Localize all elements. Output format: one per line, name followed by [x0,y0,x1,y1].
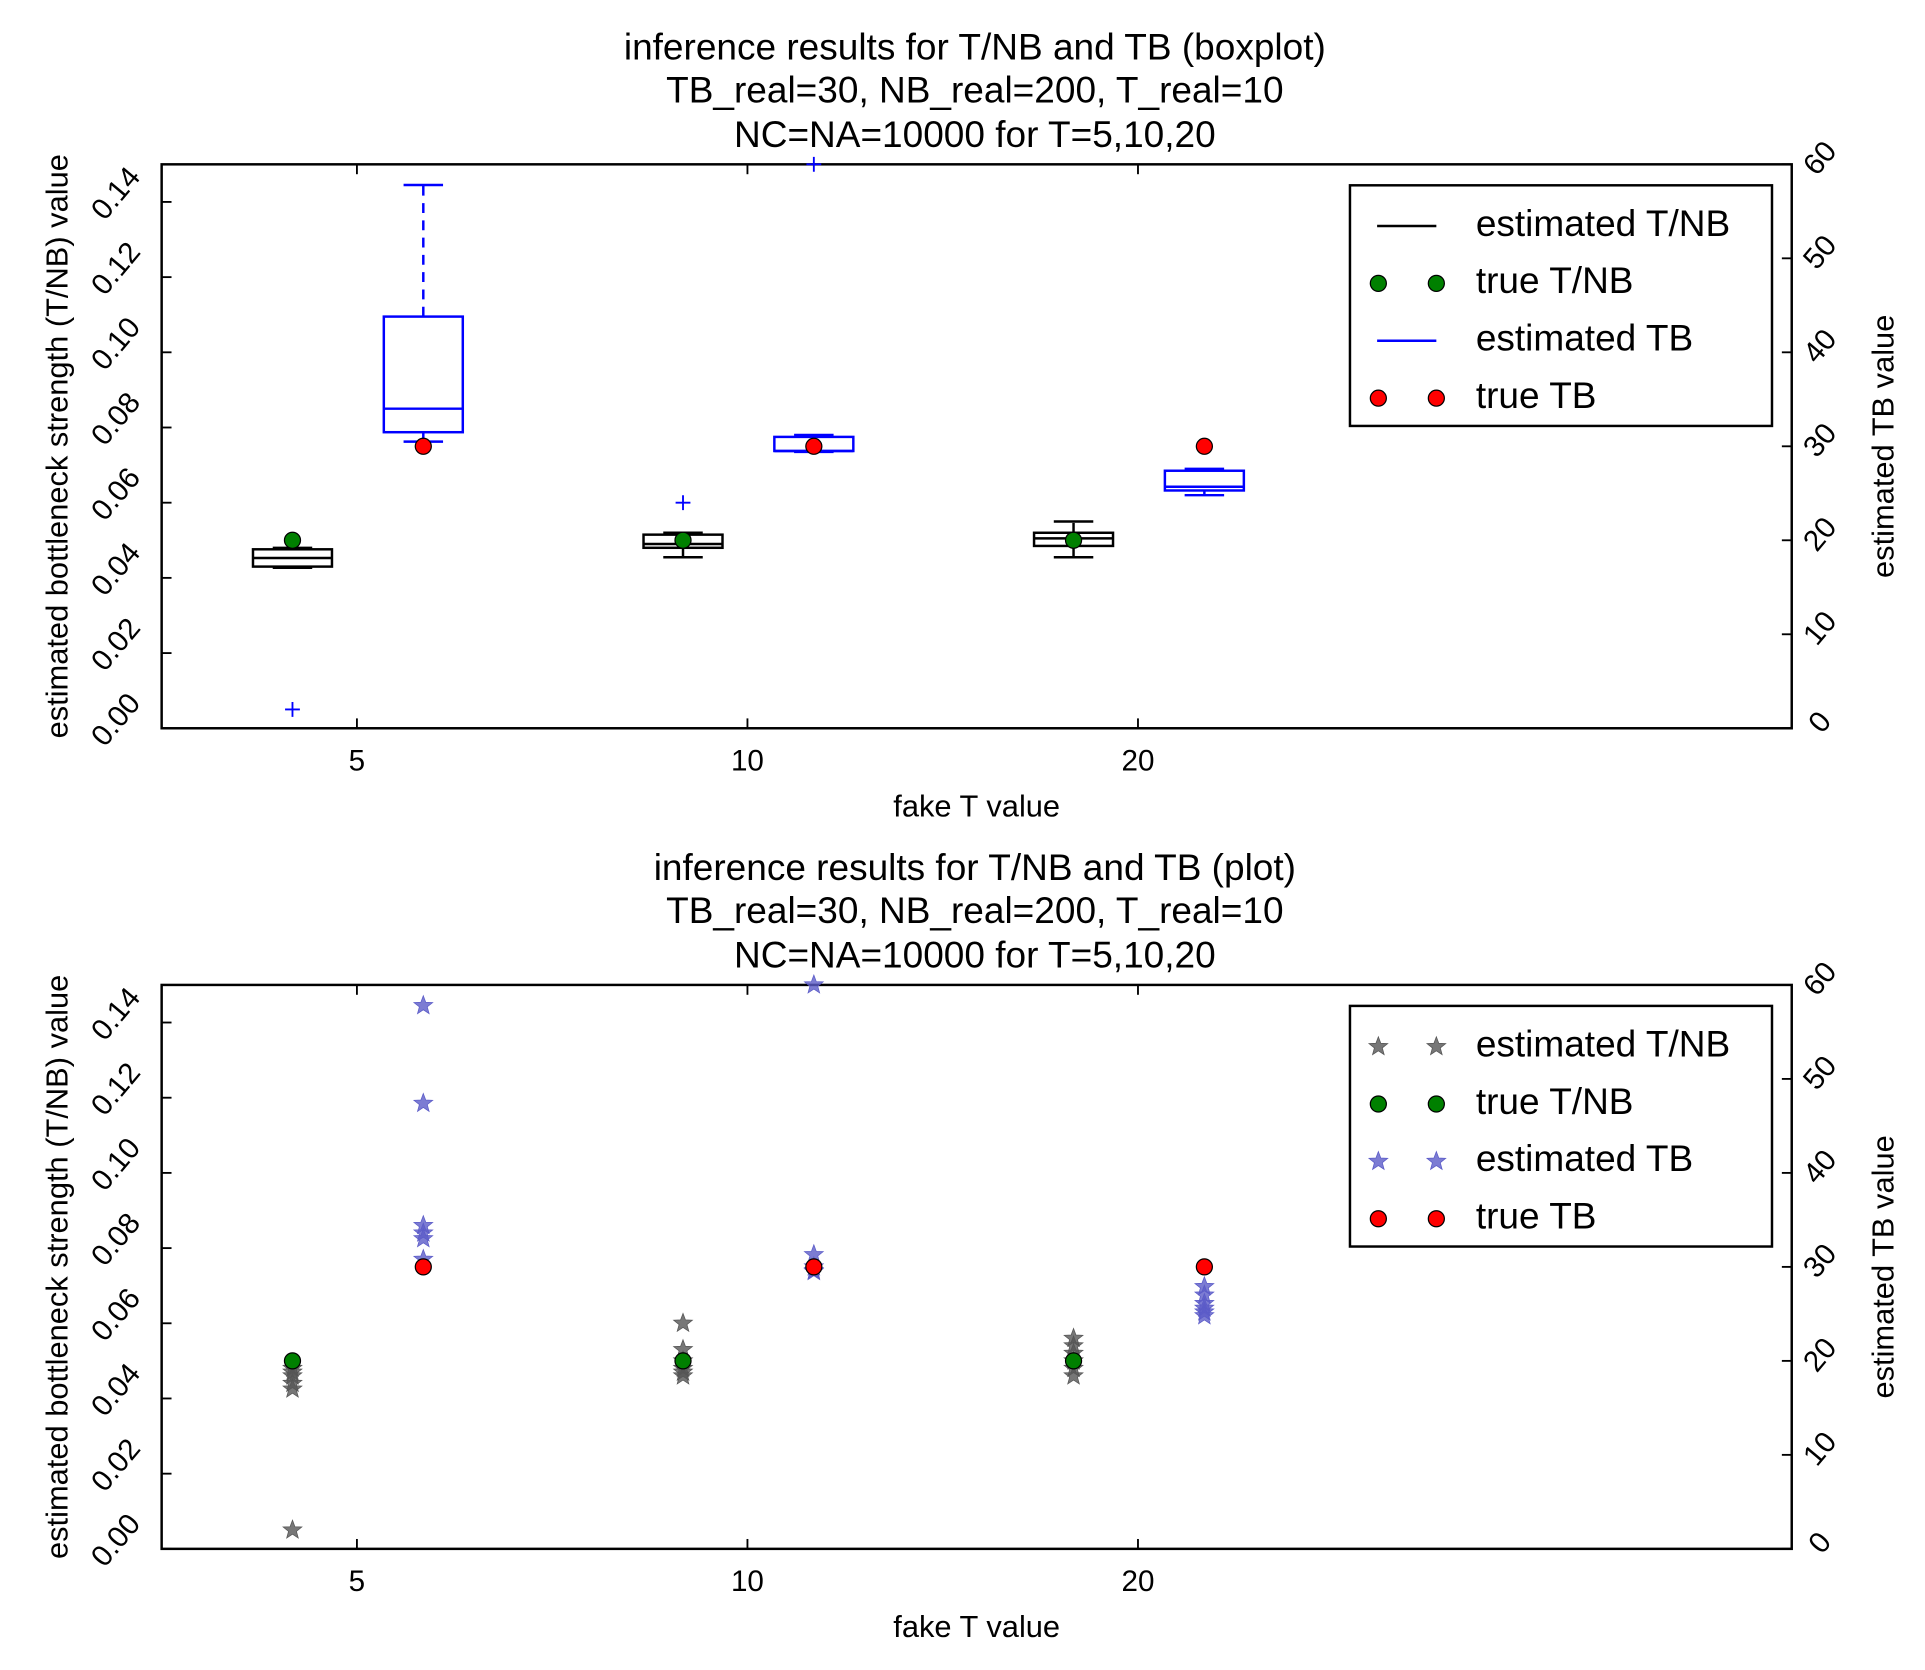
y2-axis-label: estimated TB value [1866,1135,1901,1398]
box [382,315,465,434]
star-marker [803,973,825,994]
chart-title: inference results for T/NB and TB (boxpl… [624,25,1326,67]
legend-marker [1369,1095,1387,1113]
legend-marker [1425,1150,1447,1171]
y-tick-label: 0.02 [85,612,147,677]
legend-label: estimated TB [1476,1137,1693,1179]
star-marker [412,1092,434,1113]
y2-tick-label: 10 [1797,605,1843,651]
y2-tick-label: 20 [1797,511,1843,557]
y2-tick-label: 0 [1802,1526,1838,1560]
star-marker [412,1227,434,1248]
y-tick-label: 0.10 [85,1132,147,1197]
legend-box [1348,1004,1774,1248]
y-tick-label: 0.02 [85,1433,147,1498]
star-marker [412,994,434,1015]
x-axis-label: fake T value [893,1609,1060,1644]
y-tick-label: 0.14 [85,161,147,226]
y2-tick-label: 60 [1797,956,1843,1002]
y-tick-label: 0.06 [85,462,147,527]
y-tick-label: 0.04 [85,1357,147,1422]
x-tick-label: 5 [349,1565,365,1598]
y-tick-label: 0.00 [85,1508,147,1573]
circle-marker [1064,1352,1083,1370]
y-axis-label: estimated bottleneck strength (T/NB) val… [39,975,74,1559]
y-tick-label: 0.12 [85,236,147,301]
flier [285,702,300,717]
legend-label: true TB [1476,1195,1597,1237]
chart-subtitle: NC=NA=10000 for T=5,10,20 [734,934,1216,976]
legend-marker [1369,274,1387,293]
x-tick-label: 20 [1122,745,1155,778]
y2-tick-label: 40 [1797,1144,1843,1190]
legend-marker [1427,1210,1445,1228]
star-marker [1063,1364,1084,1385]
flier [675,495,691,511]
circle-marker [283,1352,302,1370]
x-tick-label: 10 [731,745,764,778]
y2-tick-label: 10 [1797,1426,1843,1472]
star-marker [672,1364,694,1385]
y2-tick-label: 40 [1797,323,1843,369]
legend-label: true T/NB [1476,1080,1634,1122]
y-tick-label: 0.08 [85,1207,147,1272]
legend-label: estimated T/NB [1476,1022,1730,1064]
chart-subtitle: TB_real=30, NB_real=200, T_real=10 [666,889,1283,931]
legend-label: true TB [1476,374,1597,416]
chart-title: inference results for T/NB and TB (plot) [654,846,1296,888]
star-marker [282,1378,303,1398]
y-tick-label: 0.04 [85,537,147,602]
star-marker [672,1312,694,1333]
circle-marker [674,531,692,549]
y-tick-label: 0.12 [85,1057,147,1122]
y2-tick-label: 60 [1797,135,1843,181]
circle-marker [414,437,432,455]
x-axis-label: fake T value [893,789,1060,824]
legend-marker [1367,1150,1389,1171]
legend-marker [1369,1210,1387,1228]
star-marker [1193,1304,1215,1325]
legend-label: true T/NB [1476,259,1634,301]
y-axis-label: estimated bottleneck strength (T/NB) val… [39,154,74,738]
x-tick-label: 20 [1122,1565,1155,1598]
legend-marker [1427,1095,1445,1113]
y2-tick-label: 30 [1797,417,1843,463]
box [1163,469,1246,492]
legend-label: estimated TB [1476,317,1693,359]
y-tick-label: 0.08 [85,386,147,451]
legend-marker [1427,274,1445,293]
circle-marker [283,531,302,549]
y2-tick-label: 50 [1797,1050,1843,1096]
legend-marker [1367,1035,1389,1056]
circle-marker [805,1258,823,1276]
legend-marker [1425,1035,1447,1056]
y2-tick-label: 0 [1802,705,1838,739]
x-tick-label: 5 [349,745,365,778]
y-tick-label: 0.10 [85,311,147,376]
circle-marker [414,1258,432,1276]
circle-marker [1064,531,1083,549]
chart-subtitle: NC=NA=10000 for T=5,10,20 [734,113,1216,155]
circle-marker [1195,437,1214,455]
y-tick-label: 0.14 [85,981,147,1046]
legend-marker [1427,389,1445,407]
y-tick-label: 0.00 [85,687,147,752]
chart-subtitle: TB_real=30, NB_real=200, T_real=10 [666,69,1283,111]
y-tick-label: 0.06 [85,1282,147,1347]
star-marker [282,1519,303,1539]
circle-marker [805,437,823,455]
legend-label: estimated T/NB [1476,202,1730,244]
y2-axis-label: estimated TB value [1866,315,1901,578]
legend-marker [1369,389,1387,407]
circle-marker [674,1352,692,1370]
y2-tick-label: 50 [1797,229,1843,275]
y2-tick-label: 20 [1797,1332,1843,1378]
x-tick-label: 10 [731,1565,764,1598]
flier [806,156,822,172]
y2-tick-label: 30 [1797,1238,1843,1284]
circle-marker [1195,1258,1214,1276]
